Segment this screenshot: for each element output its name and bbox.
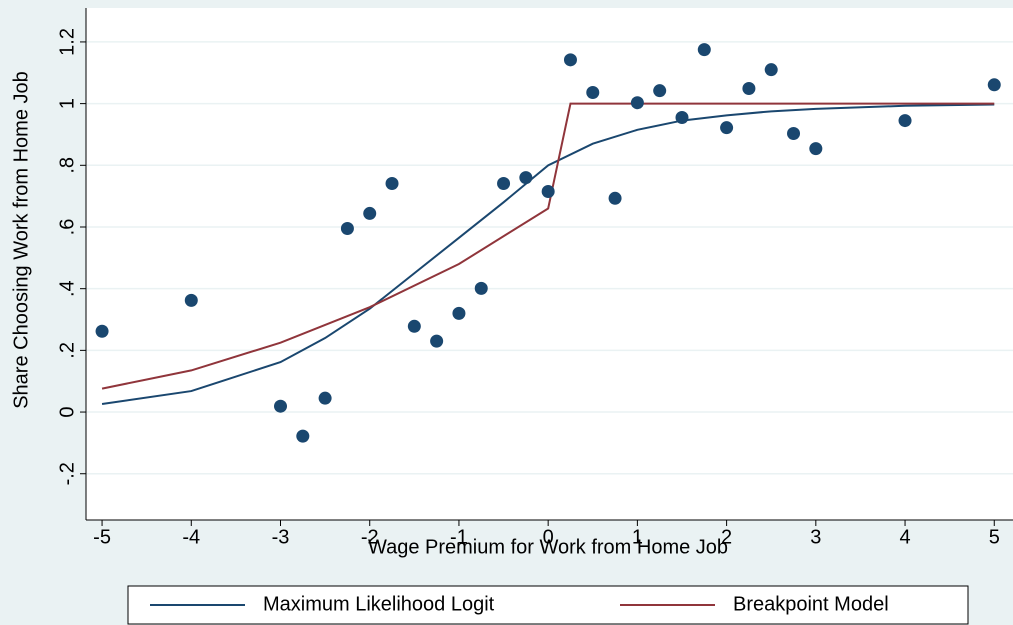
point — [95, 324, 109, 338]
x-tick-label: 2 — [721, 526, 732, 548]
point — [653, 84, 667, 98]
point — [318, 391, 332, 405]
x-tick-label: 0 — [543, 526, 554, 548]
point — [452, 306, 466, 320]
fit-line — [101, 102, 995, 390]
legend-label: Maximum Likelihood Logit — [263, 593, 495, 615]
x-tick-label: 5 — [989, 526, 1000, 548]
x-tick-label: 4 — [899, 526, 910, 548]
point — [987, 78, 1001, 92]
x-axis-title: Wage Premium for Work from Home Job — [368, 536, 728, 558]
y-tick-label: .4 — [56, 280, 78, 297]
point — [764, 63, 778, 77]
legend-label: Breakpoint Model — [733, 593, 889, 615]
x-tick-label: 3 — [810, 526, 821, 548]
point — [563, 53, 577, 67]
point — [363, 206, 377, 220]
point — [296, 429, 310, 443]
point — [497, 176, 511, 190]
x-tick-label: -5 — [93, 526, 111, 548]
y-tick-label: 1.2 — [56, 28, 78, 56]
y-tick-label: .2 — [56, 342, 78, 359]
point — [474, 281, 488, 295]
y-axis-title: Share Choosing Work from Home Job — [10, 71, 32, 409]
legend — [127, 585, 969, 625]
point — [630, 96, 644, 110]
y-tick-label: .8 — [56, 157, 78, 174]
point — [586, 86, 600, 100]
point — [519, 171, 533, 185]
point — [898, 114, 912, 128]
fit-line — [101, 103, 995, 406]
x-tick-label: -1 — [450, 526, 468, 548]
plot-area — [86, 8, 1013, 520]
x-tick-label: -2 — [361, 526, 379, 548]
x-tick-label: -3 — [272, 526, 290, 548]
point — [787, 127, 801, 141]
point — [430, 334, 444, 348]
point — [809, 142, 823, 156]
point — [541, 185, 555, 199]
y-tick-label: 0 — [56, 406, 78, 417]
point — [274, 399, 288, 413]
y-tick-label: -.2 — [56, 462, 78, 485]
point — [407, 319, 421, 333]
point — [340, 222, 354, 236]
point — [697, 43, 711, 57]
point — [608, 191, 622, 205]
point — [675, 110, 689, 124]
point — [385, 176, 399, 190]
y-tick-label: .6 — [56, 219, 78, 236]
point — [720, 121, 734, 135]
point — [742, 82, 756, 96]
y-tick-label: 1 — [56, 98, 78, 109]
x-tick-label: -4 — [182, 526, 200, 548]
point — [184, 293, 198, 307]
x-tick-label: 1 — [632, 526, 643, 548]
